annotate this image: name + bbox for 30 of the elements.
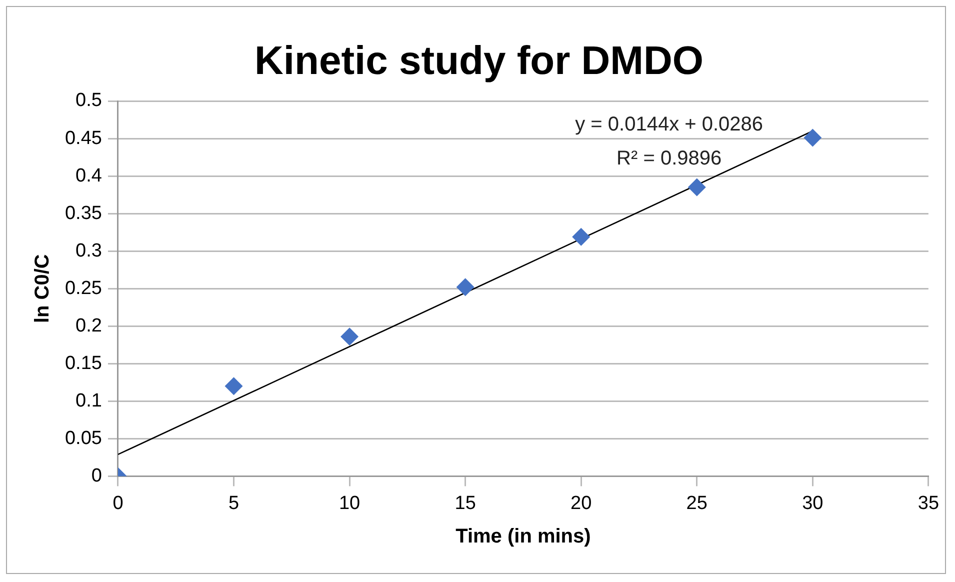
x-tick-label: 0 [112,492,124,514]
y-tick-label: 0.05 [64,428,102,449]
point [456,278,474,296]
x-tick-label: 20 [570,492,592,514]
annotation: y = 0.0144x + 0.0286 [575,114,764,136]
y-tick-label: 0.4 [76,165,102,186]
x-tick-label: 35 [918,492,940,514]
annotation: R² = 0.9896 [616,148,722,170]
x-tick-label: 15 [454,492,476,514]
y-tick-label: 0.45 [64,128,102,149]
x-tick-label: 30 [802,492,824,514]
x-tick-label: 25 [686,492,708,514]
y-tick-label: 0.3 [76,240,102,262]
y-tick-label: 0.2 [76,315,102,336]
y-tick-label: 0.5 [76,90,102,112]
x-axis-title: Time (in mins) [456,526,591,548]
y-tick-label: 0.25 [64,278,102,299]
point [224,377,243,396]
chart-title: Kinetic study for DMDO [254,39,704,84]
y-tick-label: 0.15 [64,352,102,374]
point [572,228,590,246]
point [340,328,359,346]
x-tick-label: 5 [228,492,240,514]
x-tick-label: 10 [338,492,360,514]
y-tick-label: 0.1 [76,390,102,412]
y-axis-title: ln C0/C [32,254,54,324]
y-tick-label: 0.35 [64,202,102,224]
y-tick-label: 0 [91,465,102,486]
point [804,128,822,147]
point [688,178,706,196]
